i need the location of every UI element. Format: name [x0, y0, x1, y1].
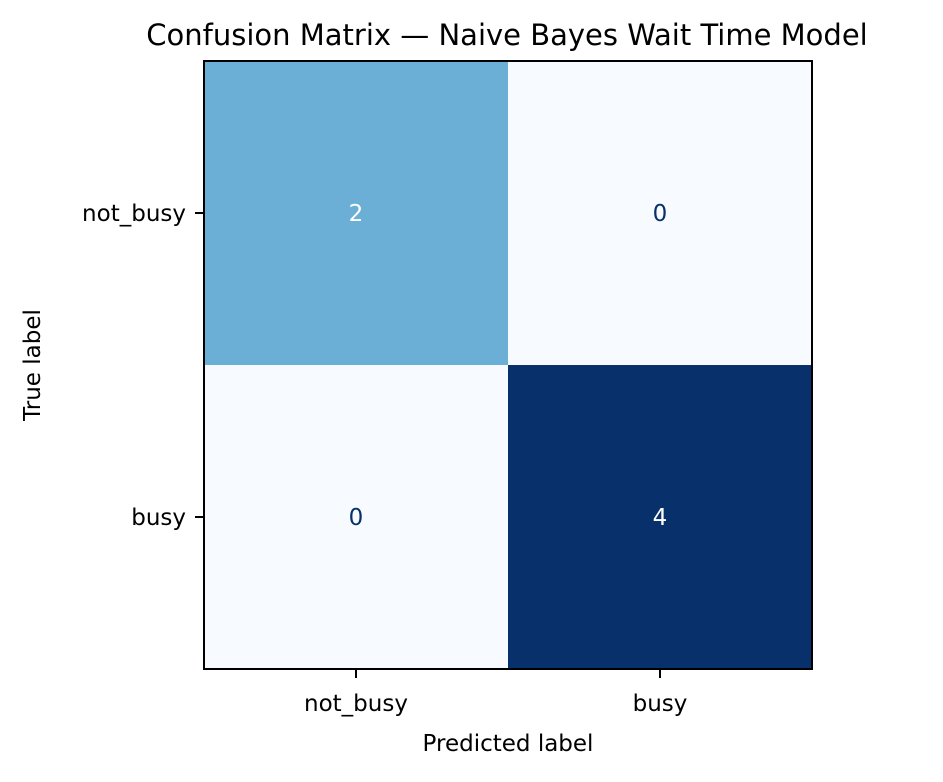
x-axis-label: Predicted label — [423, 731, 594, 757]
cell-value-labels: 2 00 4 — [349, 201, 668, 531]
heatmap-cell — [508, 61, 812, 365]
cell-value-label: 0 — [653, 201, 668, 227]
y-tick-label: not_busy — [82, 201, 186, 227]
cell-value-label: 0 — [349, 505, 364, 531]
heatmap-cell — [204, 61, 508, 365]
heatmap-cells — [204, 61, 812, 669]
x-tick-label: not_busy — [304, 691, 408, 717]
y-axis-label: True label — [20, 309, 46, 422]
x-axis-ticks: not_busy busy — [304, 669, 687, 717]
plot-frame — [203, 60, 813, 670]
heatmap-cell — [508, 365, 812, 669]
chart-title: Confusion Matrix — Naive Bayes Wait Time… — [146, 18, 867, 52]
heatmap-cell — [204, 365, 508, 669]
y-tick-label: busy — [131, 505, 186, 531]
x-tick-label: busy — [633, 691, 688, 717]
cell-value-label: 4 — [653, 505, 668, 531]
cell-value-label: 2 — [349, 201, 364, 227]
